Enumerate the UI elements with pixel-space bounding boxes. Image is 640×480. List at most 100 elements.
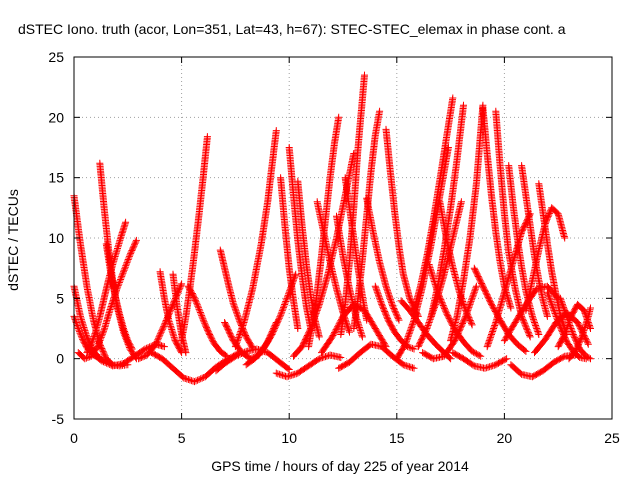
data-point bbox=[123, 334, 131, 342]
data-point bbox=[140, 346, 148, 354]
data-point bbox=[275, 314, 283, 322]
data-point bbox=[122, 331, 130, 338]
data-point bbox=[375, 293, 383, 301]
data-point bbox=[101, 359, 109, 366]
data-point bbox=[470, 290, 478, 298]
data-point bbox=[222, 351, 229, 359]
data-point bbox=[507, 304, 515, 312]
data-point bbox=[84, 354, 92, 361]
data-point bbox=[127, 249, 135, 257]
data-point bbox=[156, 331, 164, 339]
data-point bbox=[98, 330, 106, 338]
data-point bbox=[531, 319, 538, 326]
data-point bbox=[90, 331, 98, 339]
data-point bbox=[83, 333, 91, 341]
data-point bbox=[376, 296, 384, 304]
data-point bbox=[203, 133, 211, 141]
data-point bbox=[337, 354, 345, 361]
data-point bbox=[236, 329, 244, 337]
data-series bbox=[178, 133, 211, 345]
data-point bbox=[551, 310, 559, 317]
data-point bbox=[156, 330, 164, 338]
data-point bbox=[426, 317, 434, 325]
data-point bbox=[155, 333, 163, 341]
data-point bbox=[235, 351, 242, 359]
data-point bbox=[278, 308, 286, 316]
data-point bbox=[361, 71, 368, 79]
data-point bbox=[94, 343, 102, 351]
data-point bbox=[405, 331, 413, 339]
data-point bbox=[78, 334, 86, 342]
data-point bbox=[130, 242, 138, 250]
data-point bbox=[561, 234, 569, 242]
data-point bbox=[160, 343, 168, 351]
data-point bbox=[159, 324, 167, 332]
data-point bbox=[115, 280, 123, 288]
data-point bbox=[278, 307, 286, 315]
data-point bbox=[239, 349, 247, 357]
data-series bbox=[184, 282, 231, 360]
data-point bbox=[460, 101, 467, 109]
data-point bbox=[131, 241, 138, 249]
data-point bbox=[192, 377, 200, 385]
data-point bbox=[315, 333, 323, 341]
data-point bbox=[185, 284, 193, 292]
data-point bbox=[89, 336, 97, 344]
data-point bbox=[125, 252, 133, 260]
data-point bbox=[229, 299, 237, 307]
data-point bbox=[72, 317, 80, 325]
data-point bbox=[491, 322, 499, 329]
data-point bbox=[200, 318, 208, 326]
data-series bbox=[231, 127, 280, 351]
data-point bbox=[177, 281, 185, 289]
data-point bbox=[194, 302, 202, 310]
data-point bbox=[158, 325, 166, 333]
data-point bbox=[199, 315, 207, 323]
data-point bbox=[292, 370, 300, 378]
data-point bbox=[529, 314, 537, 322]
data-point bbox=[471, 285, 479, 293]
data-point bbox=[137, 354, 145, 361]
data-point bbox=[76, 329, 84, 337]
data-point bbox=[125, 254, 133, 262]
data-point bbox=[122, 218, 130, 226]
data-series bbox=[148, 349, 242, 386]
data-point bbox=[152, 340, 160, 348]
data-point bbox=[376, 107, 384, 115]
data-point bbox=[232, 307, 240, 315]
data-point bbox=[186, 285, 194, 293]
data-point bbox=[235, 334, 243, 342]
data-point bbox=[158, 327, 166, 335]
data-point bbox=[410, 364, 418, 372]
data-point bbox=[127, 248, 135, 256]
data-point bbox=[127, 344, 135, 352]
data-point bbox=[272, 322, 280, 330]
data-point bbox=[136, 354, 144, 362]
data-point bbox=[551, 308, 558, 316]
data-point bbox=[117, 274, 125, 282]
data-point bbox=[233, 310, 241, 318]
data-point bbox=[485, 337, 493, 345]
data-point bbox=[175, 286, 183, 294]
data-point bbox=[154, 334, 162, 342]
data-point bbox=[154, 336, 162, 344]
data-point bbox=[187, 287, 195, 295]
data-point bbox=[271, 323, 279, 331]
data-point bbox=[335, 113, 343, 121]
data-point bbox=[281, 301, 289, 308]
data-point bbox=[490, 325, 498, 332]
marks-layer bbox=[70, 71, 594, 386]
data-point bbox=[118, 271, 126, 279]
data-point bbox=[488, 329, 496, 337]
data-point bbox=[275, 316, 283, 324]
data-point bbox=[272, 127, 280, 135]
data-point bbox=[294, 325, 302, 332]
data-point bbox=[184, 282, 192, 290]
data-point bbox=[241, 348, 249, 356]
data-point bbox=[373, 288, 381, 296]
data-point bbox=[96, 337, 104, 344]
data-point bbox=[274, 317, 282, 325]
data-point bbox=[207, 333, 215, 341]
data-point bbox=[195, 376, 203, 383]
